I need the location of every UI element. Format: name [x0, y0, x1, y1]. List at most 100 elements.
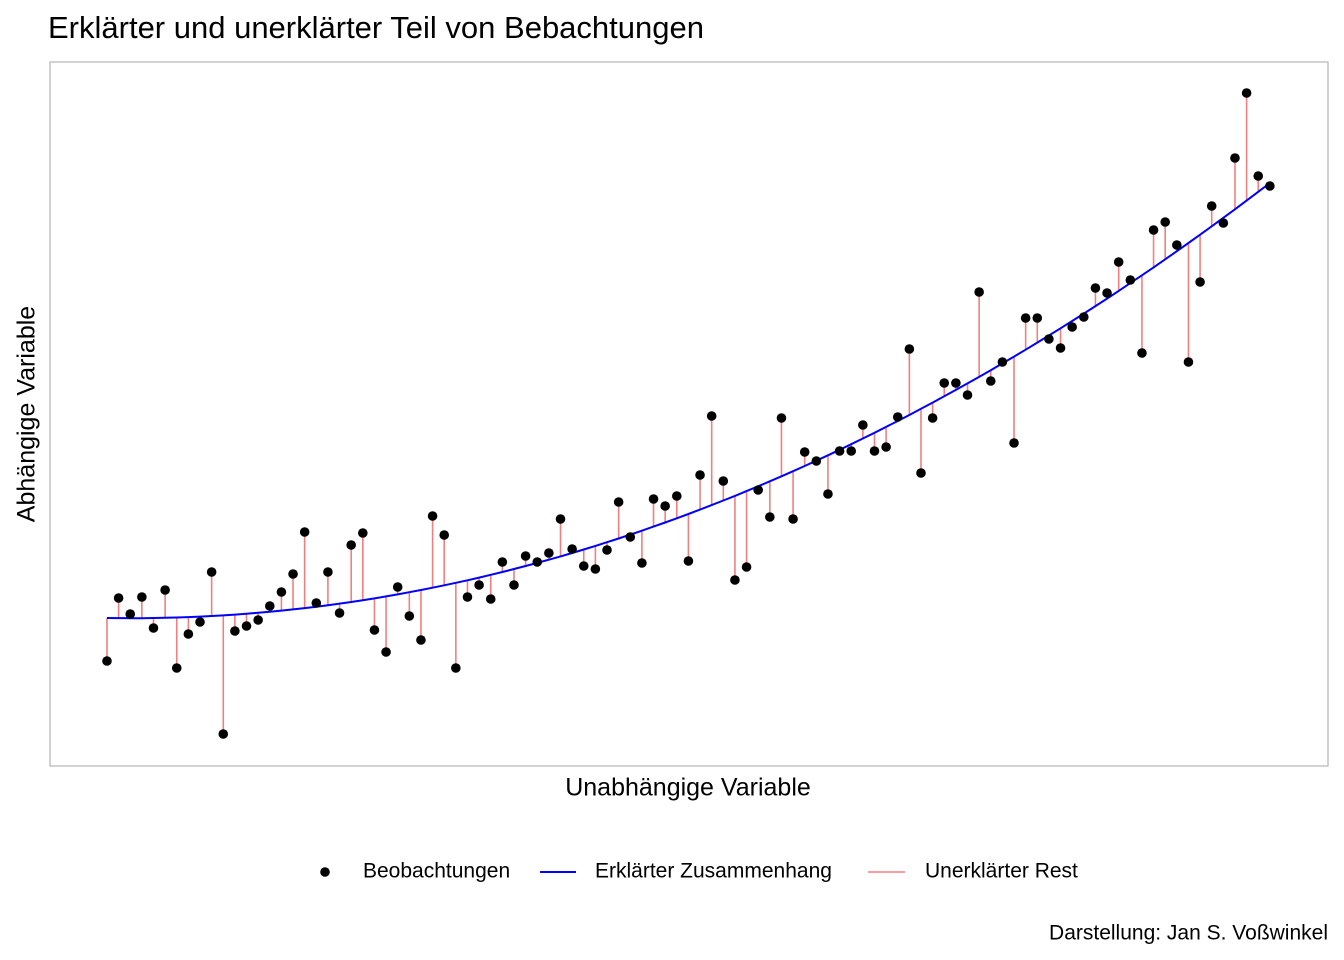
- observation-point: [311, 598, 322, 608]
- observation-point: [660, 501, 670, 511]
- observation-point: [1253, 171, 1264, 181]
- observation-point: [1044, 334, 1054, 344]
- observation-point: [1265, 181, 1275, 191]
- observation-point: [555, 514, 566, 524]
- observation-point: [741, 562, 752, 572]
- observation-point: [1067, 322, 1077, 332]
- observation-point: [1195, 277, 1205, 287]
- observation-point: [753, 485, 763, 495]
- observation-point: [962, 390, 973, 400]
- observation-point: [392, 582, 403, 592]
- observation-point: [648, 494, 659, 504]
- observation-point: [288, 569, 298, 579]
- observation-point: [137, 592, 147, 602]
- observation-point: [125, 609, 136, 619]
- observation-point: [1206, 201, 1217, 211]
- observation-point: [637, 558, 647, 568]
- observation-point: [427, 511, 438, 521]
- observation-point: [1113, 257, 1124, 267]
- observation-point: [974, 287, 984, 297]
- observation-point: [567, 544, 577, 554]
- observation-point: [1032, 313, 1043, 323]
- observation-point: [218, 729, 229, 739]
- observation-point: [695, 470, 705, 480]
- plot-frame: [49, 61, 1329, 767]
- caption: Darstellung: Jan S. Voßwinkel: [1049, 922, 1328, 945]
- legend-label: Beobachtungen: [363, 860, 510, 883]
- observation-point: [253, 615, 263, 625]
- observation-point: [1230, 153, 1240, 163]
- observation-point: [474, 580, 484, 590]
- observation-point: [230, 626, 240, 636]
- observation-point: [171, 663, 182, 673]
- observation-point: [183, 629, 194, 639]
- legend-label: Unerklärter Rest: [925, 860, 1078, 883]
- observation-point: [532, 557, 543, 567]
- observation-point: [1137, 348, 1147, 358]
- observation-point: [206, 567, 217, 577]
- observation-point: [1172, 240, 1182, 250]
- observation-point: [718, 476, 729, 486]
- observation-point: [625, 532, 636, 542]
- observation-point: [1218, 218, 1229, 228]
- observation-point: [113, 593, 124, 603]
- observation-point: [346, 540, 356, 550]
- observation-point: [951, 378, 961, 388]
- observation-point: [148, 623, 159, 633]
- observation-point: [613, 497, 624, 507]
- observation-point: [195, 617, 205, 627]
- observation-point: [439, 530, 450, 540]
- observation-point: [334, 608, 345, 618]
- observation-point: [997, 357, 1008, 367]
- fitted-line: [106, 182, 1271, 620]
- observation-point: [1078, 312, 1089, 322]
- observation-point: [1020, 313, 1031, 323]
- observation-point: [799, 447, 810, 457]
- observation-point: [520, 551, 531, 561]
- observation-point: [264, 601, 275, 611]
- observation-point: [590, 564, 601, 574]
- observation-point: [404, 611, 415, 621]
- observation-point: [985, 376, 996, 386]
- observation-point: [765, 512, 775, 522]
- observation-point: [358, 528, 368, 538]
- observation-point: [1090, 283, 1101, 293]
- observation-point: [381, 647, 391, 657]
- observation-point: [846, 446, 857, 456]
- observation-point: [858, 420, 868, 430]
- observation-point: [1125, 275, 1136, 285]
- observation-point: [834, 446, 845, 456]
- observation-point: [1009, 438, 1019, 448]
- observation-point: [916, 468, 926, 478]
- observation-point: [1160, 217, 1170, 227]
- observation-point: [102, 656, 112, 666]
- observation-point: [904, 344, 915, 354]
- observation-point: [323, 567, 333, 577]
- observation-point: [544, 548, 554, 558]
- observation-point: [730, 575, 740, 585]
- x-axis-label: Unabhängige Variable: [565, 774, 811, 802]
- observation-point: [881, 442, 891, 452]
- observation-point: [671, 491, 682, 501]
- observation-point: [776, 413, 787, 423]
- observation-point: [485, 594, 496, 604]
- observation-point: [1241, 88, 1252, 98]
- observation-point: [892, 412, 903, 422]
- chart-title: Erklärter und unerklärter Teil von Bebac…: [48, 10, 704, 45]
- observation-point: [939, 378, 950, 388]
- legend-point: [320, 867, 330, 877]
- observation-point: [1148, 225, 1159, 235]
- observation-point: [869, 446, 880, 456]
- observation-point: [416, 635, 426, 645]
- y-axis-label: Abhängige Variable: [13, 306, 41, 522]
- observation-point: [497, 557, 508, 567]
- observation-point: [369, 625, 380, 635]
- observation-point: [602, 545, 612, 555]
- observation-point: [509, 580, 519, 590]
- observation-point: [451, 663, 461, 673]
- observation-point: [1183, 357, 1194, 367]
- observation-point: [683, 556, 694, 566]
- observation-point: [788, 514, 798, 524]
